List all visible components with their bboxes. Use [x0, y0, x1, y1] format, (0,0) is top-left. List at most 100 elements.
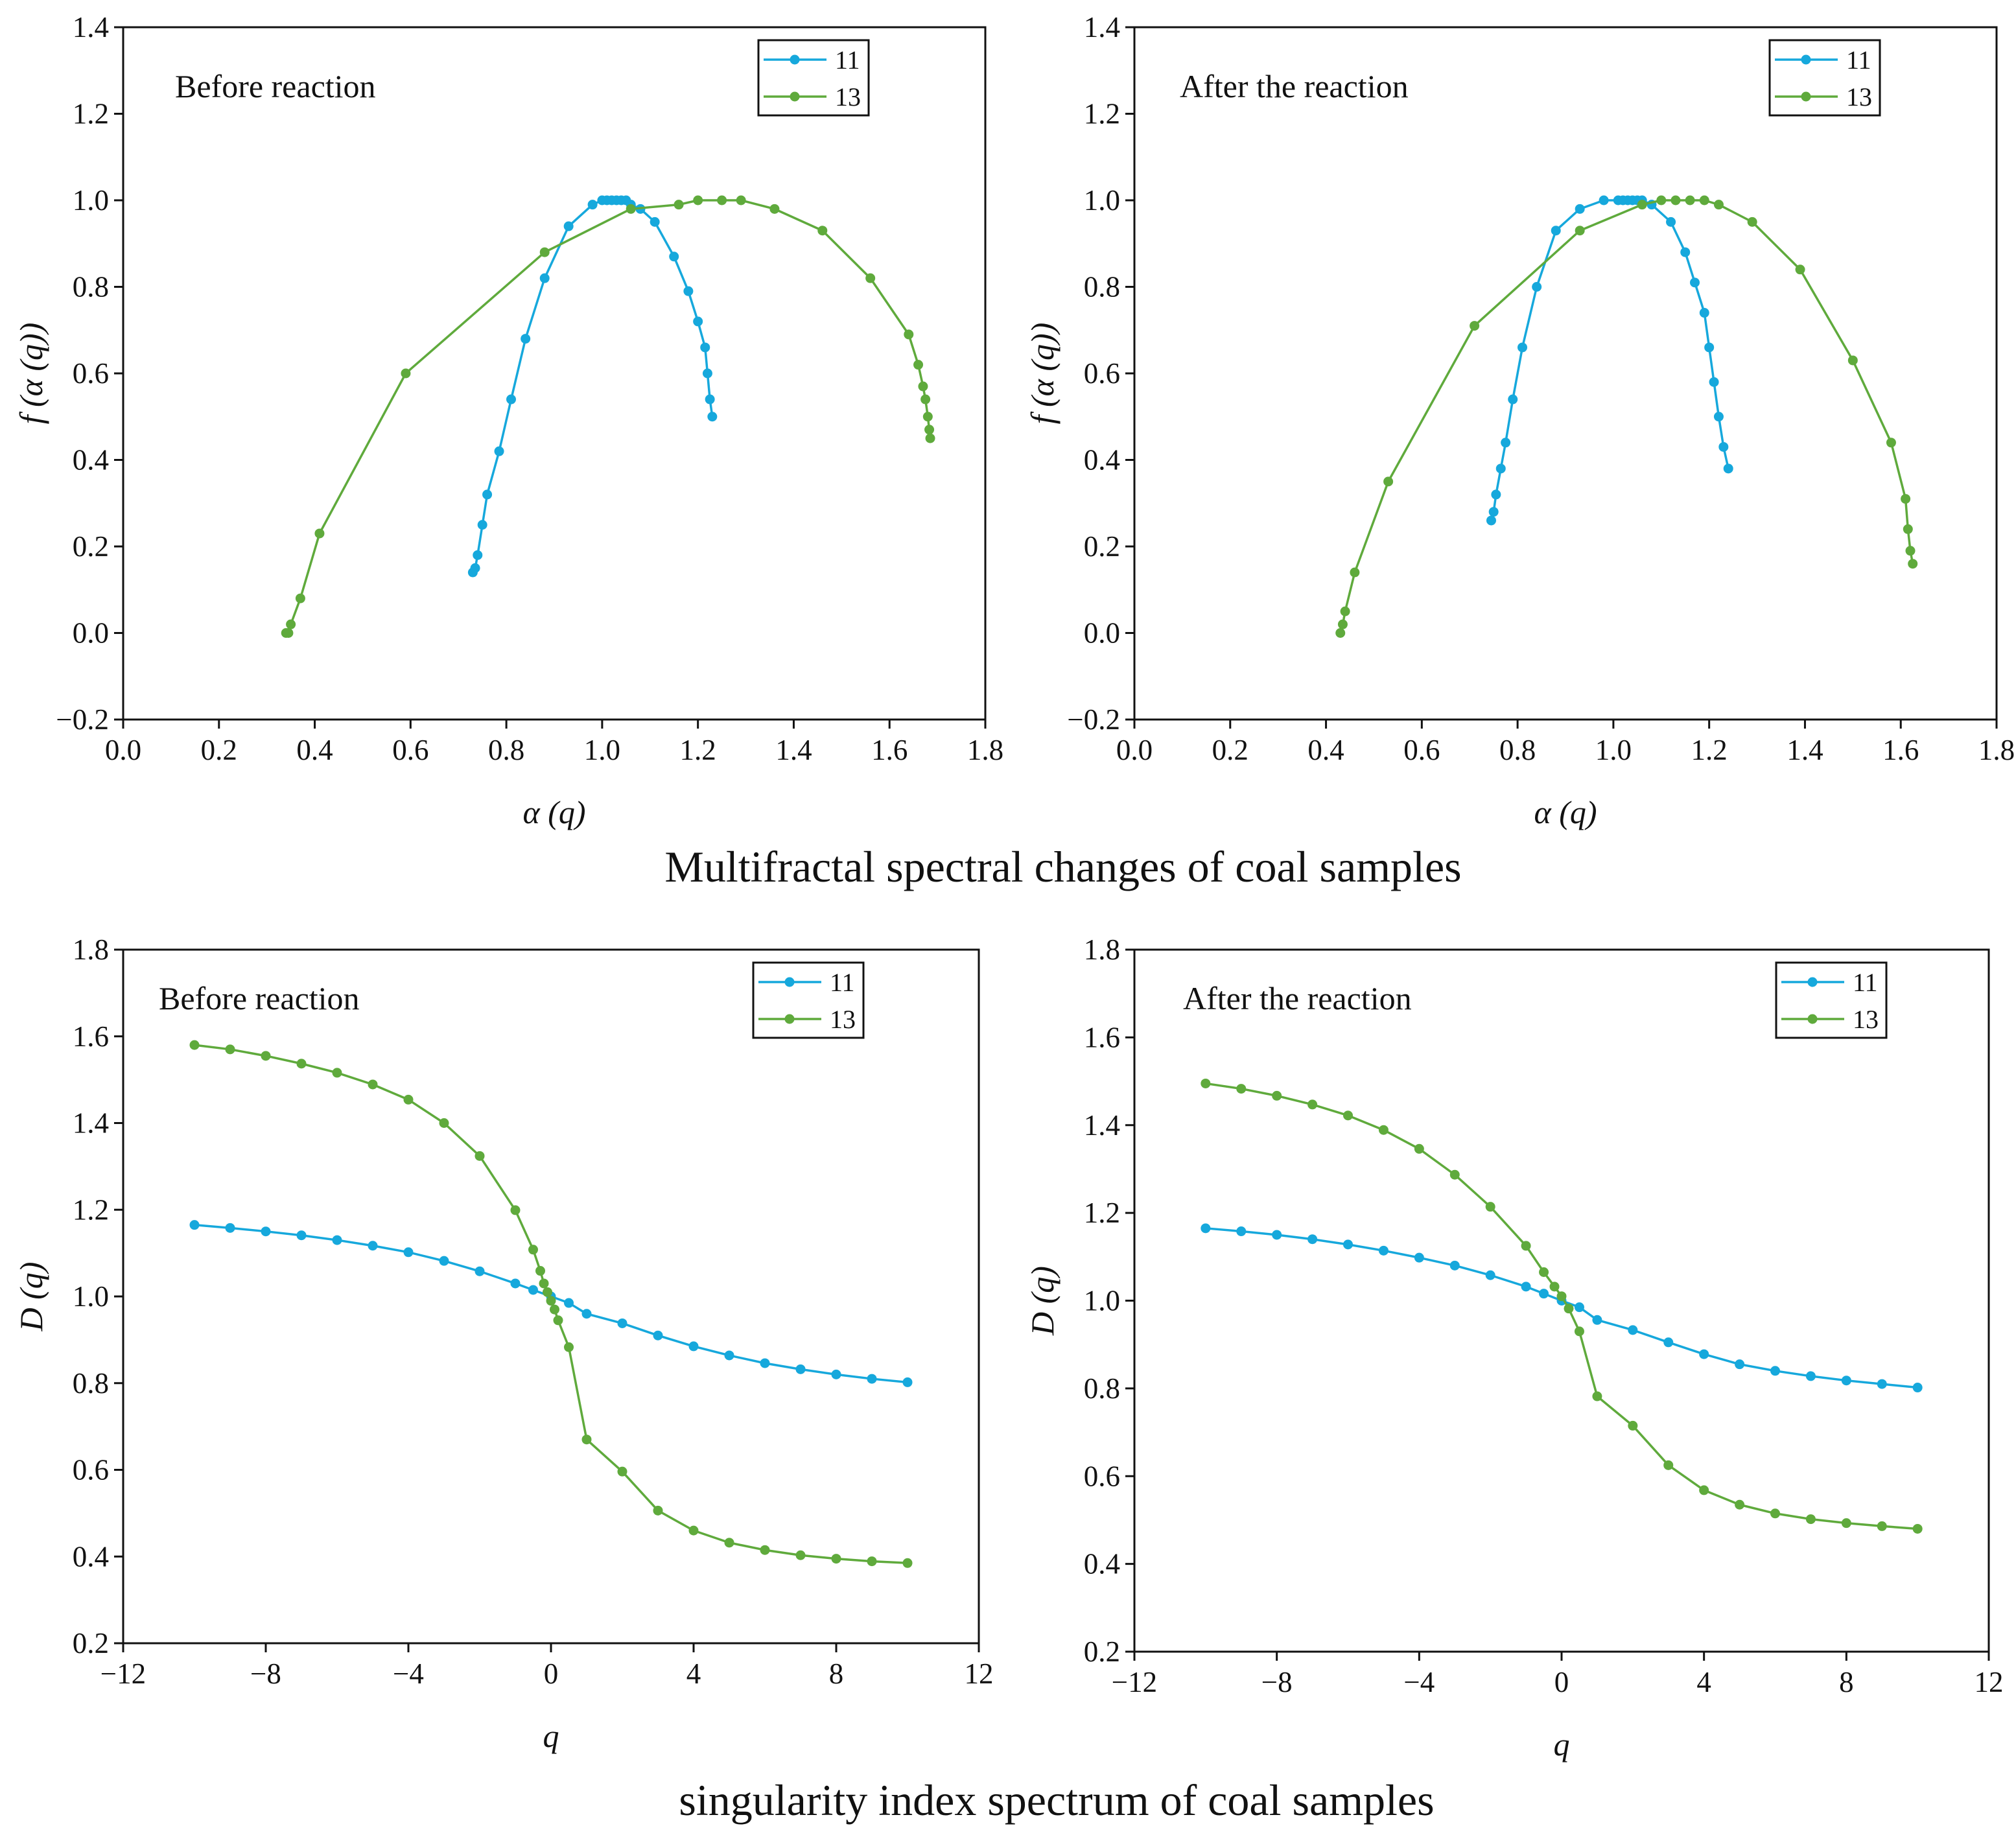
x-tick-label: 4: [686, 1657, 701, 1690]
y-tick-label: 1.0: [1084, 184, 1120, 217]
series-11-point: [225, 1223, 235, 1233]
series-13-point: [1383, 476, 1394, 487]
series-13-point: [1449, 1169, 1460, 1180]
x-tick-label: 1.6: [871, 734, 908, 766]
series-13-point: [368, 1079, 378, 1090]
series-11-point: [1495, 463, 1506, 474]
y-axis-label: f (α (q)): [13, 323, 49, 425]
series-13-point: [736, 195, 746, 205]
series-13-point: [1877, 1521, 1887, 1531]
series-11-point: [1449, 1260, 1460, 1271]
series-13-point: [539, 247, 550, 257]
y-tick-label: 0.2: [1084, 530, 1120, 563]
series-11-point: [700, 342, 710, 353]
y-tick-label: 0.6: [73, 357, 109, 390]
panel-title: After the reaction: [1183, 980, 1412, 1016]
series-11-point: [1551, 226, 1561, 236]
series-11-point: [1575, 204, 1585, 214]
series-13-point: [403, 1094, 414, 1105]
x-tick-label: 0: [544, 1657, 559, 1690]
x-tick-label: 0.8: [1499, 734, 1536, 766]
y-tick-label: 0.2: [73, 1627, 109, 1659]
series-13-point: [1847, 355, 1858, 366]
series-11-point: [902, 1377, 913, 1387]
legend-box: [1775, 961, 1888, 1039]
legend-swatch-point: [1801, 91, 1811, 102]
series-13-point: [475, 1151, 485, 1161]
series-13-point: [1905, 546, 1916, 556]
series-13-point: [1337, 619, 1348, 629]
x-tick-label: −4: [1403, 1666, 1435, 1698]
series-13-point: [1340, 606, 1350, 616]
series-11-point: [528, 1285, 538, 1295]
series-13-point: [1378, 1125, 1389, 1135]
series-11-point: [1574, 1302, 1584, 1313]
y-tick-label: 0.6: [73, 1454, 109, 1486]
y-tick-label: 0.0: [1084, 617, 1120, 650]
x-axis-label: α (q): [1534, 794, 1597, 830]
chart-before-reaction-multifractal: 0.0 0.2 0.4 0.6 0.8 1.0 1.2 1.4 1.6 1.8−0.20.00.2…: [13, 11, 1003, 830]
series-13-point: [902, 1558, 913, 1568]
series-13-point: [769, 204, 780, 214]
series-13-point: [724, 1538, 734, 1548]
series-11-point: [1690, 277, 1700, 288]
series-13-point: [1628, 1420, 1638, 1431]
series-11-point: [475, 1266, 485, 1276]
series-11-point: [702, 368, 712, 379]
series-13-point: [1841, 1518, 1851, 1529]
series-13-point: [401, 368, 411, 379]
series-11-point: [1699, 308, 1709, 318]
series-13-point: [225, 1044, 235, 1055]
series-13-point: [1592, 1391, 1602, 1401]
legend-box: [757, 39, 870, 117]
series-13-point: [1307, 1099, 1318, 1110]
series-13-point: [439, 1118, 449, 1128]
y-tick-label: 0.4: [73, 444, 109, 476]
y-tick-label: 0.8: [73, 1367, 109, 1400]
series-11-point: [1488, 507, 1499, 517]
legend-swatch-point: [790, 91, 800, 102]
series-11-point: [587, 200, 598, 210]
y-tick-label: 1.8: [73, 933, 109, 966]
series-13-point: [550, 1304, 559, 1315]
series-11-point: [688, 1341, 699, 1352]
series-11-point: [581, 1309, 592, 1319]
series-13-point: [913, 360, 924, 370]
series-11-point: [1539, 1289, 1549, 1299]
series-13-point: [1670, 195, 1681, 205]
series-13-point: [1912, 1523, 1923, 1534]
series-11-point: [1486, 515, 1496, 526]
x-tick-label: 1.2: [680, 734, 716, 766]
series-11-point: [1699, 1349, 1709, 1359]
y-tick-label: 1.2: [1084, 98, 1120, 130]
panel-title: After the reaction: [1180, 68, 1409, 104]
series-11-point: [1378, 1245, 1389, 1256]
series-13-point: [1901, 494, 1911, 504]
series-13-point: [1637, 200, 1647, 210]
y-tick-label: −0.2: [1067, 703, 1120, 736]
x-axis-label: q: [1554, 1726, 1570, 1763]
series-13-point: [1699, 195, 1709, 205]
series-13-point: [1574, 1326, 1584, 1337]
series-13-point: [653, 1505, 663, 1516]
series-13-point: [543, 1287, 552, 1297]
series-11-point: [1201, 1223, 1211, 1234]
series-11-point: [669, 252, 679, 262]
series-13-point: [924, 425, 935, 435]
series-13-point: [564, 1342, 574, 1352]
x-axis-label: α (q): [522, 794, 585, 830]
series-11-point: [650, 217, 660, 227]
series-11-point: [705, 394, 715, 404]
y-tick-label: 1.6: [1084, 1021, 1120, 1053]
legend-swatch-point: [1801, 54, 1811, 65]
legend-label: 11: [830, 968, 855, 997]
series-11-point: [439, 1256, 449, 1266]
x-tick-label: 0.6: [392, 734, 428, 766]
series-11-point: [494, 446, 504, 456]
series-13-point: [553, 1315, 563, 1326]
y-tick-label: 0.4: [1084, 1548, 1120, 1580]
y-tick-label: 1.6: [73, 1020, 109, 1053]
